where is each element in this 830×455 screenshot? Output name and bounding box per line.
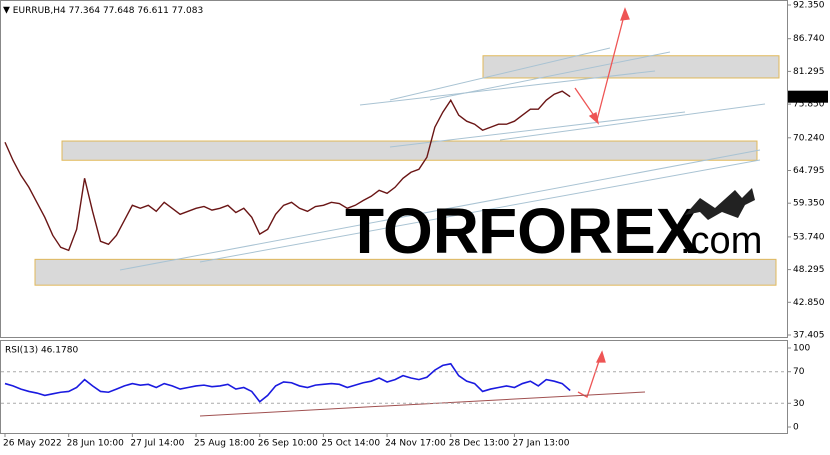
y-tick-label: 75.850 bbox=[793, 100, 825, 110]
x-tick-label: 27 Jul 14:00 bbox=[130, 439, 184, 449]
rsi-title: RSI(13) 46.1780 bbox=[5, 346, 78, 356]
watermark-text: FOREX bbox=[478, 195, 699, 267]
rsi-tick-label: 100 bbox=[793, 344, 810, 354]
x-tick-label: 28 Jun 10:00 bbox=[67, 439, 124, 449]
open: 77.364 bbox=[69, 6, 101, 16]
price-tag bbox=[788, 90, 828, 103]
low: 76.611 bbox=[137, 6, 169, 16]
price-tag-label: 77.083 bbox=[792, 92, 824, 102]
y-tick-label: 70.240 bbox=[793, 133, 825, 143]
header: ▼ EURRUB,H4 77.364 77.648 76.611 77.083 bbox=[3, 6, 203, 16]
y-tick-label: 86.740 bbox=[793, 34, 825, 44]
x-tick-label: 28 Dec 13:00 bbox=[449, 439, 510, 449]
x-tick-label: 27 Jan 13:00 bbox=[512, 439, 569, 449]
trend-lines bbox=[119, 47, 766, 271]
forecast-arrows bbox=[574, 7, 630, 398]
rsi-tick-label: 30 bbox=[793, 399, 805, 409]
watermark-text: TOR bbox=[345, 195, 479, 267]
main-frame bbox=[0, 0, 788, 338]
rsi-tick-label: 0 bbox=[793, 423, 799, 433]
watermark-text: .com bbox=[680, 220, 762, 262]
rsi-trend-line bbox=[199, 391, 646, 417]
y-tick-label: 53.740 bbox=[793, 232, 825, 242]
bull-icon bbox=[685, 188, 755, 220]
rsi-frame bbox=[0, 340, 788, 434]
x-tick-label: 25 Oct 14:00 bbox=[321, 439, 380, 449]
price-zone bbox=[61, 140, 758, 161]
y-tick-label: 81.295 bbox=[793, 67, 825, 77]
watermark: TOR FOREX .com bbox=[345, 188, 762, 267]
y-tick-label: 92.350 bbox=[793, 1, 825, 11]
y-tick-label: 59.350 bbox=[793, 199, 825, 209]
price-zone bbox=[34, 258, 777, 286]
rsi-line bbox=[4, 362, 571, 403]
x-tick-label: 25 Aug 18:00 bbox=[194, 439, 255, 449]
price-zone bbox=[482, 55, 780, 79]
price-line bbox=[4, 90, 571, 252]
symbol: EURRUB,H4 bbox=[13, 6, 66, 16]
x-tick-label: 24 Nov 17:00 bbox=[385, 439, 446, 449]
close: 77.083 bbox=[172, 6, 204, 16]
x-tick-label: 26 Sep 10:00 bbox=[258, 439, 318, 449]
y-tick-label: 48.295 bbox=[793, 265, 825, 275]
y-tick-label: 42.850 bbox=[793, 298, 825, 308]
x-tick-label: 26 May 2022 bbox=[3, 439, 62, 449]
rsi-tick-label: 70 bbox=[793, 367, 805, 377]
high: 77.648 bbox=[103, 6, 135, 16]
y-tick-label: 64.795 bbox=[793, 166, 825, 176]
y-tick-label: 37.405 bbox=[793, 331, 825, 341]
